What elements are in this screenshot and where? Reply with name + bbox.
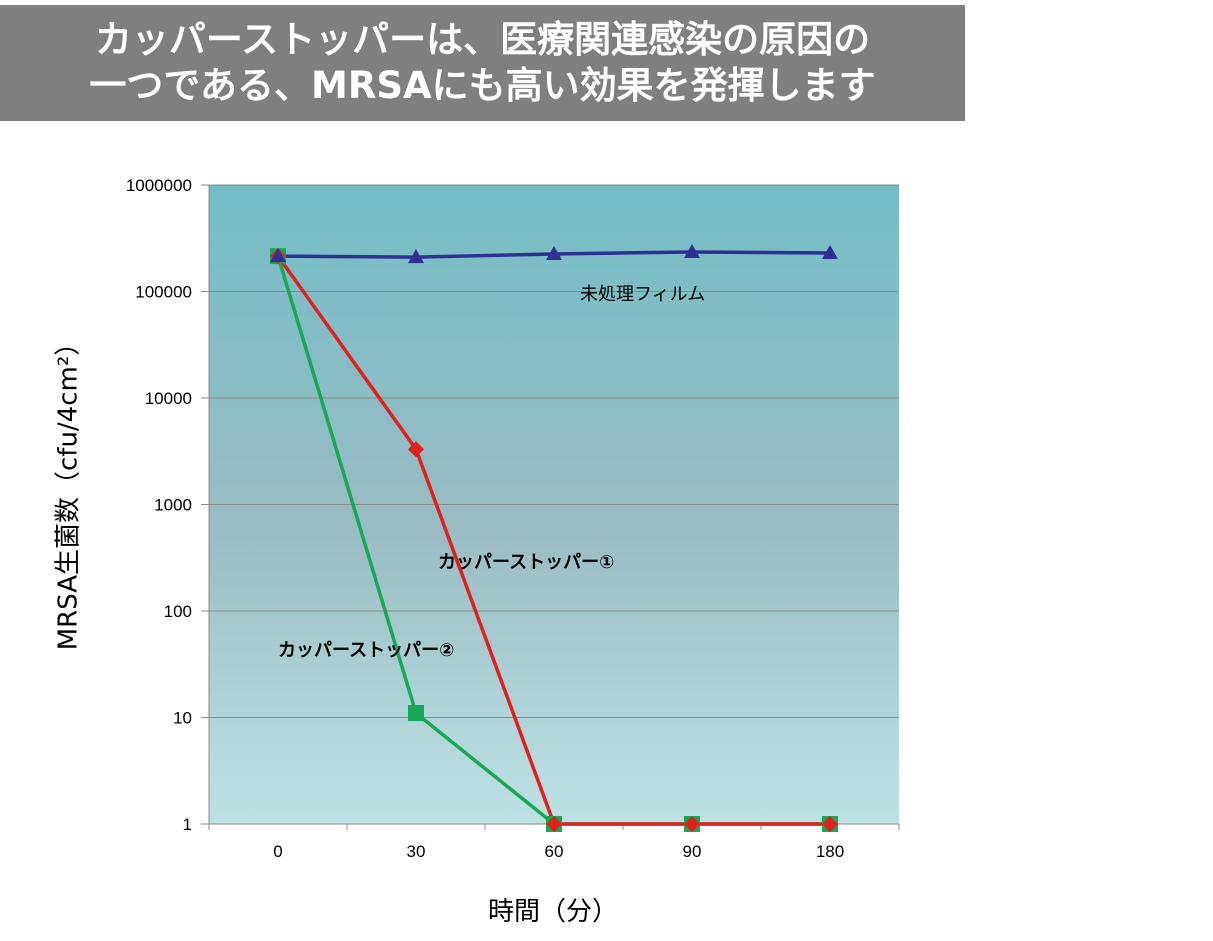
x-tick-label: 90 (683, 842, 702, 861)
title-line-2: 一つである、MRSAにも高い効果を発揮します (89, 64, 876, 107)
triangle-marker (408, 249, 424, 264)
diamond-marker (546, 816, 562, 832)
diamond-marker (684, 816, 700, 832)
triangle-marker (270, 248, 286, 263)
diamond-marker (408, 441, 424, 458)
diamond-marker (822, 816, 838, 832)
series-label: カッパーストッパー① (438, 552, 614, 573)
y-tick-label: 1000000 (126, 176, 192, 195)
x-tick-label: 0 (273, 842, 282, 861)
series-label: 未処理フィルム (580, 284, 705, 305)
triangle-marker (684, 243, 700, 258)
title-banner: カッパーストッパーは、医療関連感染の原因の 一つである、MRSAにも高い効果を発… (0, 5, 965, 121)
triangle-marker (546, 245, 562, 260)
y-axis-title: MRSA生菌数（cfu/4cm²） (53, 329, 84, 651)
x-axis-title: 時間（分） (487, 897, 619, 927)
y-tick-label: 10 (173, 709, 192, 728)
title-line-1: カッパーストッパーは、医療関連感染の原因の (94, 18, 871, 61)
y-tick-label: 100000 (135, 283, 192, 302)
triangle-marker (822, 244, 838, 259)
square-marker (408, 705, 424, 722)
series-label: カッパーストッパー② (278, 640, 454, 661)
x-tick-label: 180 (816, 842, 844, 861)
y-tick-label: 100 (164, 602, 192, 621)
y-tick-label: 1 (183, 815, 192, 834)
y-tick-label: 1000 (154, 496, 192, 515)
x-tick-label: 30 (407, 842, 426, 861)
x-tick-label: 60 (545, 842, 564, 861)
y-tick-label: 10000 (145, 389, 192, 408)
